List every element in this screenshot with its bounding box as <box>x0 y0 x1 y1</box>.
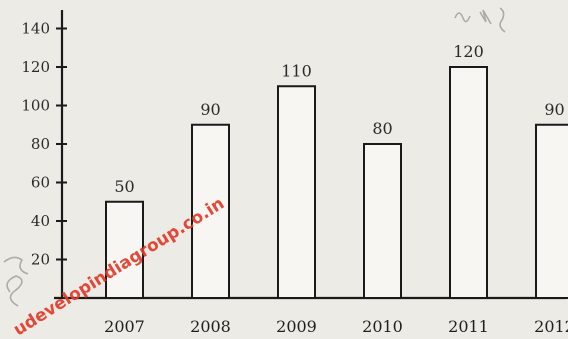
y-tick-label: 80 <box>31 135 50 153</box>
value-label-2007: 50 <box>114 177 134 196</box>
x-tick-label-2008: 2008 <box>190 317 231 336</box>
bar-2009 <box>277 85 316 299</box>
value-label-2009: 110 <box>281 61 312 80</box>
y-tick-label: 20 <box>31 251 50 269</box>
y-tick-label: 100 <box>21 97 50 115</box>
x-tick-label-2011: 2011 <box>448 317 489 336</box>
x-tick-label-2012: 2012 <box>534 317 568 336</box>
y-ticks: 20 40 60 80 100 120 140 <box>21 20 67 269</box>
x-tick-labels: 2007 2008 2009 2010 2011 2012 <box>104 317 568 336</box>
x-tick-label-2010: 2010 <box>362 317 403 336</box>
value-label-2011: 120 <box>453 42 484 61</box>
y-tick-label: 60 <box>31 174 50 192</box>
y-tick-label: 40 <box>31 212 50 230</box>
value-label-2010: 80 <box>372 119 392 138</box>
bars: 50 90 110 80 120 90 <box>105 42 568 299</box>
y-tick-label: 120 <box>21 58 50 76</box>
bar-2010 <box>363 143 402 299</box>
scribble-top-right <box>454 7 506 33</box>
bar-2008 <box>191 123 230 299</box>
x-tick-label-2007: 2007 <box>104 317 145 336</box>
bar-2012 <box>535 123 568 299</box>
x-tick-label-2009: 2009 <box>276 317 317 336</box>
value-label-2012: 90 <box>544 100 564 119</box>
bar-2007 <box>105 200 144 299</box>
value-label-2008: 90 <box>200 100 220 119</box>
y-tick-label: 140 <box>21 20 50 38</box>
bar-2011 <box>449 66 488 299</box>
scribble-left <box>3 256 29 307</box>
